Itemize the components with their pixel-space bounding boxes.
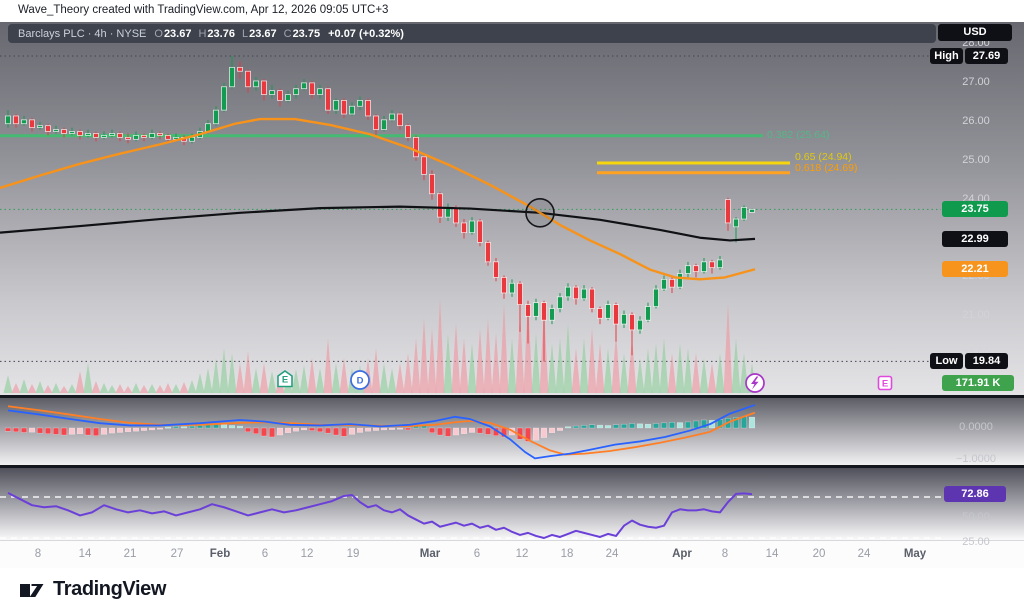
symbol-title-bar: Barclays PLC · 4h · NYSE O23.67 H23.76 L23…: [8, 24, 936, 43]
time-axis-tick: 6: [473, 548, 481, 560]
ohlc-pair: L23.67: [242, 28, 277, 40]
ohlc-key: L: [241, 27, 249, 40]
high-label-chip: High: [930, 48, 963, 64]
time-axis-tick: 18: [560, 548, 574, 560]
time-axis-tick: 14: [765, 548, 779, 560]
time-axis: [0, 540, 1024, 569]
time-axis-tick: May: [903, 548, 927, 560]
time-axis-tick: 24: [857, 548, 871, 560]
volume-badge: 171.91 K: [942, 375, 1014, 391]
time-axis-tick: 27: [170, 548, 184, 560]
ohlc-value: 23.67: [249, 27, 277, 40]
ohlc-values: O23.67 H23.76 L23.67 C23.75: [154, 28, 320, 40]
fib-0382-label: 0.382 (25.64): [767, 129, 830, 141]
ohlc-value: 23.67: [163, 27, 192, 40]
tradingview-logo-link[interactable]: TradingView: [18, 577, 166, 603]
time-axis-tick: 8: [721, 548, 729, 560]
fib-065-label: 0.65 (24.94): [795, 151, 852, 163]
time-axis-tick: 21: [123, 548, 137, 560]
price-scale-tick: 0.0000: [959, 421, 993, 433]
fast-ma-price-badge: 22.21: [942, 261, 1008, 277]
price-scale-tick: −1.0000: [955, 453, 997, 465]
ohlc-value: 23.76: [207, 27, 235, 40]
low-label-chip: Low: [930, 353, 963, 369]
ohlc-key: O: [154, 27, 163, 40]
time-axis-tick: 14: [78, 548, 92, 560]
time-axis-tick: 12: [300, 548, 314, 560]
currency-badge: USD: [938, 24, 1012, 41]
tradingview-logo-icon: [20, 583, 44, 597]
last-price-badge: 23.75: [942, 201, 1008, 217]
ohlc-pair: C23.75: [284, 28, 320, 40]
price-scale-tick: 21.00: [962, 309, 990, 322]
high-value-chip: 27.69: [965, 48, 1008, 64]
time-axis-tick: 19: [346, 548, 360, 560]
pane-separator: [0, 395, 1024, 398]
price-scale-tick: 26.00: [962, 114, 990, 127]
low-value-chip: 19.84: [965, 353, 1008, 369]
price-scale-tick: 25.00: [962, 536, 990, 549]
time-axis-tick: Feb: [209, 548, 231, 560]
ohlc-key: C: [283, 27, 292, 40]
symbol-label: Barclays PLC · 4h · NYSE: [18, 27, 147, 40]
ohlc-key: H: [198, 27, 207, 40]
time-axis-tick: 8: [34, 548, 42, 560]
price-scale-tick: 27.00: [962, 75, 990, 88]
time-axis-tick: Apr: [672, 548, 692, 560]
time-axis-tick: 24: [605, 548, 619, 560]
rsi-value-badge: 72.86: [944, 486, 1006, 502]
footer: TradingView: [0, 568, 1024, 611]
ohlc-value: 23.75: [292, 27, 321, 40]
ohlc-pair: H23.76: [198, 28, 234, 40]
time-axis-tick: 6: [261, 548, 269, 560]
ohlc-pair: O23.67: [154, 28, 191, 40]
time-axis-tick: 20: [812, 548, 826, 560]
time-axis-tick: Mar: [419, 548, 441, 560]
change-value: +0.07 (+0.32%): [328, 27, 404, 40]
brand-name: TradingView: [53, 578, 167, 600]
time-axis-tick: 12: [515, 548, 529, 560]
attribution-text: Wave_Theory created with TradingView.com…: [18, 4, 389, 16]
price-scale-tick: 25.00: [962, 153, 990, 166]
pane-separator: [0, 465, 1024, 468]
price-scale-tick: 50.00: [962, 510, 990, 523]
fib-0618-label: 0.618 (24.69): [795, 162, 858, 174]
slow-ma-price-badge: 22.99: [942, 231, 1008, 247]
